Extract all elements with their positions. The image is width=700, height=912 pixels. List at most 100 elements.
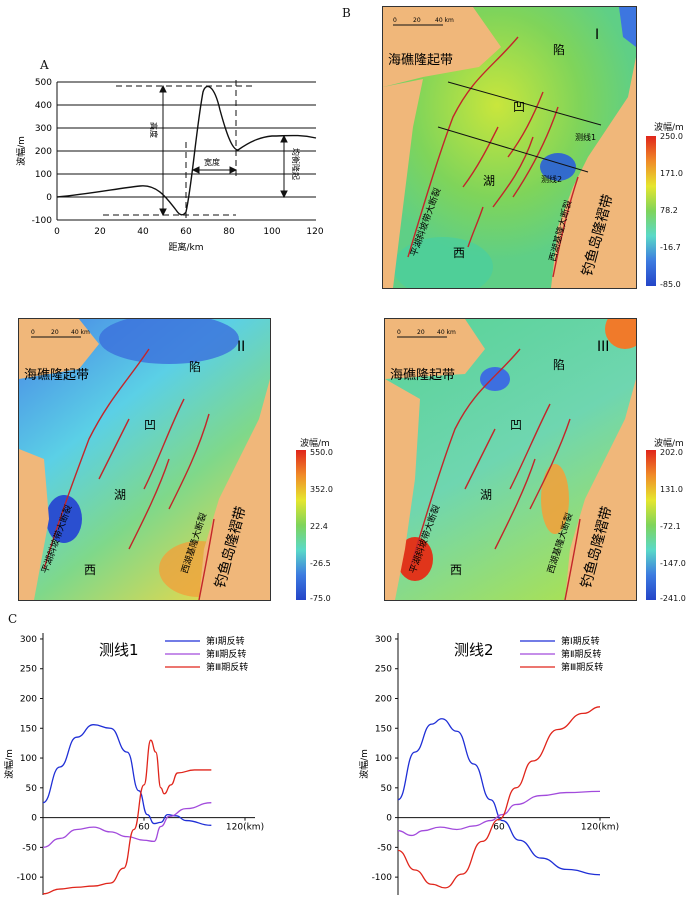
series-line <box>42 739 212 895</box>
profile-diagram: 500 400 300 200 100 0 -100 0 20 40 60 80… <box>15 78 324 253</box>
y-tick-label: 300 <box>20 635 37 645</box>
y-tick-label: -50 <box>377 843 392 853</box>
panel-label-a: A <box>40 58 49 72</box>
legend-tick: 131.0 <box>660 485 683 494</box>
scale-20: 20 <box>413 17 421 24</box>
legend-tick: -16.7 <box>660 243 681 252</box>
scale-0: 0 <box>393 17 397 24</box>
y-tick-label: 300 <box>375 635 392 645</box>
panel-label-c: C <box>8 612 18 626</box>
scale-20: 20 <box>51 329 59 336</box>
label-xi: 西 <box>453 246 465 260</box>
legend-title: 波幅/m <box>654 123 684 133</box>
scale-40: 40 km <box>437 329 456 336</box>
line-chart-survey-2: 300 250 200 150 100 50 0 -50 -100 60 120(km) 波幅/m 测线… <box>358 633 619 895</box>
y-axis-label: 波幅/m <box>3 749 15 779</box>
legend-tick: -75.0 <box>310 594 331 603</box>
x-tick: 0 <box>54 227 60 237</box>
legend-tick: 78.2 <box>660 206 678 215</box>
legend-label: 第Ⅱ期反转 <box>206 648 246 660</box>
annot-width: 宽度 <box>204 157 220 167</box>
legend-tick: 171.0 <box>660 169 683 178</box>
legend-label: 第Ⅱ期反转 <box>561 648 601 660</box>
y-tick-label: 50 <box>26 784 38 794</box>
scale-0: 0 <box>397 329 401 336</box>
legend-tick: -72.1 <box>660 522 681 531</box>
stage-roman: II <box>237 339 245 355</box>
y-tick: 200 <box>35 147 52 157</box>
y-tick-label: -50 <box>22 843 37 853</box>
x-tick-label: 60 <box>493 823 505 833</box>
scale-40: 40 km <box>435 17 454 24</box>
label-haijiao: 海礁隆起带 <box>390 367 455 383</box>
scale-40: 40 km <box>71 329 90 336</box>
scale-20: 20 <box>417 329 425 336</box>
label-xi: 西 <box>84 563 96 577</box>
legend-tick: -26.5 <box>310 559 331 568</box>
chart-title: 测线2 <box>454 641 494 659</box>
x-tick-label: 60 <box>138 823 150 833</box>
legend-label: 第Ⅰ期反转 <box>206 635 245 647</box>
y-tick-label: 100 <box>375 754 392 764</box>
y-tick: 300 <box>35 124 52 134</box>
panel-label-b: B <box>342 6 351 20</box>
x-tick: 120 <box>306 227 323 237</box>
series-line <box>42 724 212 826</box>
map-stage-2: 0 20 40 km II 海礁隆起带 陷 凹 湖 西 平湖斜坡带大断裂 西湖基… <box>18 318 271 601</box>
legend-stage-1: 波幅/m 250.0 171.0 78.2 -16.7 -85.0 <box>646 120 700 290</box>
x-tick: 20 <box>94 227 106 237</box>
y-tick: 500 <box>35 78 52 88</box>
y-tick-label: -100 <box>17 873 38 883</box>
stage-roman: I <box>595 27 599 43</box>
label-hu: 湖 <box>480 487 492 502</box>
label-xian: 陷 <box>189 359 201 374</box>
stage-roman: III <box>597 339 609 355</box>
line-chart-survey-1: 300 250 200 150 100 50 0 -50 -100 60 120(km) 波幅/m 测线… <box>3 633 264 895</box>
legend-tick: 22.4 <box>310 522 328 531</box>
y-tick-label: 0 <box>31 814 37 824</box>
series-line <box>397 790 601 837</box>
y-tick-label: 150 <box>375 724 392 734</box>
label-hu: 湖 <box>114 487 126 502</box>
label-haijiao: 海礁隆起带 <box>24 367 89 383</box>
scale-0: 0 <box>31 329 35 336</box>
legend-title: 波幅/m <box>654 439 684 449</box>
legend-tick: 250.0 <box>660 132 683 141</box>
y-tick-label: 50 <box>381 784 393 794</box>
y-tick: 100 <box>35 170 52 180</box>
series-line <box>397 706 601 889</box>
profile-curve <box>56 85 317 216</box>
y-tick-label: 200 <box>20 695 37 705</box>
y-tick: 0 <box>46 193 52 203</box>
map-stage-1: 0 20 40 km I 海礁隆起带 陷 凹 湖 西 测线1 测线2 平湖斜坡带… <box>382 6 637 289</box>
label-line1: 测线1 <box>575 132 596 142</box>
legend-label: 第Ⅲ期反转 <box>561 661 603 673</box>
annot-height: 高度 <box>149 122 159 138</box>
map-stage-3: 0 20 40 km III 海礁隆起带 陷 凹 湖 西 平湖斜坡带大断裂 西湖… <box>384 318 637 601</box>
legend-label: 第Ⅲ期反转 <box>206 661 248 673</box>
label-ao: 凹 <box>144 418 156 432</box>
legend-tick: -241.0 <box>660 594 686 603</box>
label-ao: 凹 <box>510 418 522 432</box>
label-xian: 陷 <box>553 42 565 57</box>
label-hu: 湖 <box>483 173 495 188</box>
label-xian: 陷 <box>553 357 565 372</box>
x-tick: 60 <box>180 227 192 237</box>
chart-title: 测线1 <box>99 641 139 659</box>
legend-tick: 352.0 <box>310 485 333 494</box>
series-line <box>42 802 212 849</box>
y-tick-label: 150 <box>20 724 37 734</box>
y-axis-label: 波幅/m <box>15 136 27 166</box>
label-haijiao: 海礁隆起带 <box>388 52 453 68</box>
legend-tick: 550.0 <box>310 448 333 457</box>
y-tick-label: 100 <box>20 754 37 764</box>
y-tick-label: 250 <box>20 665 37 675</box>
legend-bar <box>296 450 306 600</box>
series-line <box>397 718 601 876</box>
y-axis-label: 波幅/m <box>358 749 370 779</box>
legend-tick: -147.0 <box>660 559 686 568</box>
legend-stage-3: 波幅/m 202.0 131.0 -72.1 -147.0 -241.0 <box>646 436 700 606</box>
legend-bar <box>646 450 656 600</box>
legend-title: 波幅/m <box>300 439 330 449</box>
y-tick-label: 200 <box>375 695 392 705</box>
